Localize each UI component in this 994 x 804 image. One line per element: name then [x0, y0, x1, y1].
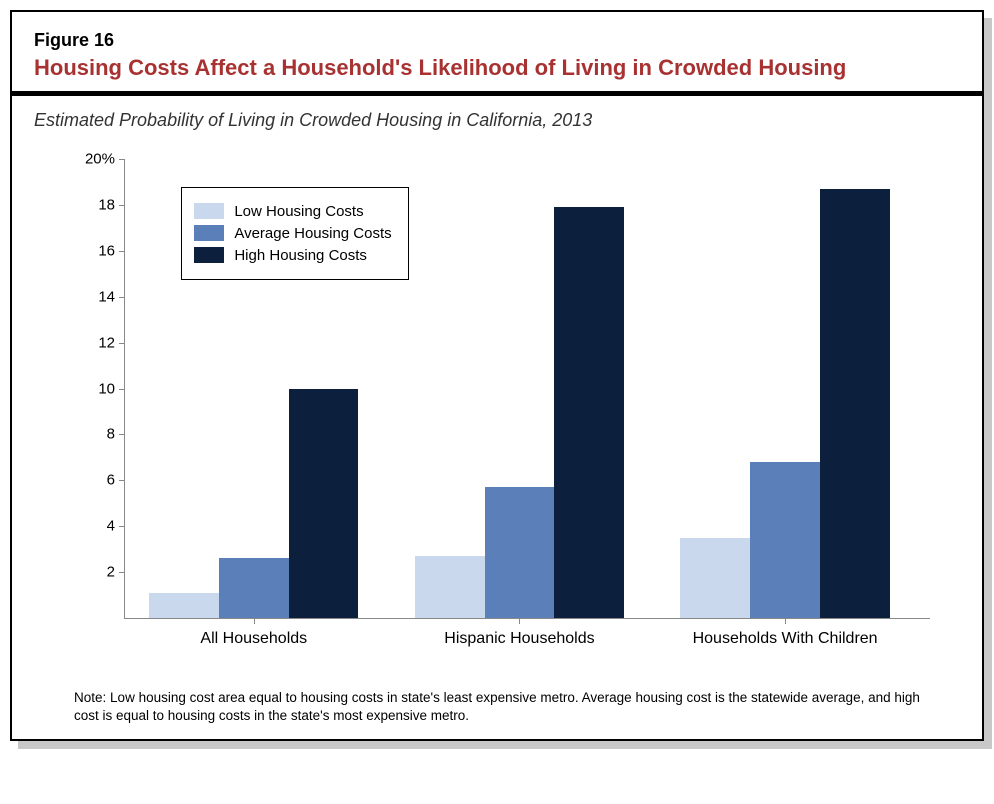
y-tick-mark	[119, 480, 125, 481]
bar	[289, 389, 359, 619]
figure-container: Figure 16 Housing Costs Affect a Househo…	[10, 10, 984, 741]
legend-swatch	[194, 247, 224, 263]
x-tick-mark	[519, 618, 520, 624]
y-tick-mark	[119, 434, 125, 435]
bar	[219, 558, 289, 618]
plot-area: 2468101214161820%All HouseholdsHispanic …	[124, 159, 930, 619]
y-tick-mark	[119, 251, 125, 252]
legend-item: Average Housing Costs	[194, 225, 391, 242]
legend-label: Average Housing Costs	[234, 225, 391, 242]
bar	[554, 207, 624, 618]
x-tick-mark	[254, 618, 255, 624]
x-axis-label: All Households	[200, 630, 307, 648]
y-tick-mark	[119, 526, 125, 527]
bar	[750, 462, 820, 618]
x-axis-label: Households With Children	[693, 630, 878, 648]
legend-item: High Housing Costs	[194, 247, 391, 264]
figure-title: Housing Costs Affect a Household's Likel…	[34, 55, 960, 81]
y-tick-mark	[119, 159, 125, 160]
bar	[149, 593, 219, 618]
y-tick-mark	[119, 572, 125, 573]
legend-swatch	[194, 225, 224, 241]
note-text: Low housing cost area equal to housing c…	[74, 690, 920, 723]
note-label: Note:	[74, 690, 106, 705]
figure-label: Figure 16	[34, 30, 960, 51]
x-tick-mark	[785, 618, 786, 624]
bar	[415, 556, 485, 618]
y-tick-mark	[119, 343, 125, 344]
legend-item: Low Housing Costs	[194, 203, 391, 220]
chart-region: 2468101214161820%All HouseholdsHispanic …	[34, 139, 960, 679]
heavy-rule	[12, 91, 982, 96]
y-tick-mark	[119, 389, 125, 390]
y-tick-mark	[119, 297, 125, 298]
legend-label: High Housing Costs	[234, 247, 367, 264]
y-tick-mark	[119, 205, 125, 206]
x-axis-label: Hispanic Households	[444, 630, 594, 648]
legend: Low Housing Costs Average Housing Costs Hi…	[181, 187, 408, 280]
legend-label: Low Housing Costs	[234, 203, 363, 220]
figure-frame: Figure 16 Housing Costs Affect a Househo…	[10, 10, 984, 741]
figure-subtitle: Estimated Probability of Living in Crowd…	[34, 110, 960, 131]
bar	[485, 487, 555, 618]
figure-note: Note: Low housing cost area equal to hou…	[34, 689, 960, 725]
legend-swatch	[194, 203, 224, 219]
bar	[820, 189, 890, 618]
bar	[680, 538, 750, 618]
